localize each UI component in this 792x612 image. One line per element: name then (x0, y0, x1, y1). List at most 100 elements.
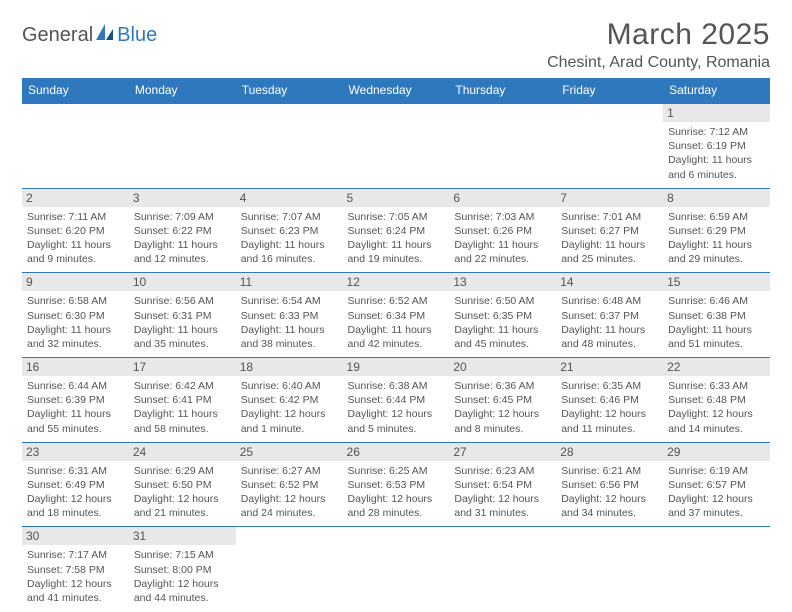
calendar-day-cell: 10Sunrise: 6:56 AMSunset: 6:31 PMDayligh… (129, 273, 236, 358)
sunrise-text: Sunrise: 6:35 AM (561, 379, 658, 393)
sunrise-text: Sunrise: 6:42 AM (134, 379, 231, 393)
day-number: 14 (556, 273, 663, 291)
sunset-text: Sunset: 6:20 PM (27, 224, 124, 238)
calendar-body: ............1Sunrise: 7:12 AMSunset: 6:1… (22, 103, 770, 611)
daylight-text: Daylight: 11 hours and 6 minutes. (668, 153, 765, 181)
sunrise-text: Sunrise: 6:21 AM (561, 464, 658, 478)
calendar-day-cell: 31Sunrise: 7:15 AMSunset: 8:00 PMDayligh… (129, 527, 236, 611)
daylight-text: Daylight: 12 hours and 28 minutes. (348, 492, 445, 520)
sunrise-text: Sunrise: 7:03 AM (454, 210, 551, 224)
sunrise-text: Sunrise: 6:23 AM (454, 464, 551, 478)
calendar-week-row: 16 Sunrise: 6:44 AMSunset: 6:39 PM Dayligh… (22, 358, 770, 443)
calendar-day-cell: .. (236, 103, 343, 188)
sunrise-text: Sunrise: 6:58 AM (27, 294, 124, 308)
sunrise-text: Sunrise: 6:56 AM (134, 294, 231, 308)
sunset-text: Sunset: 6:29 PM (668, 224, 765, 238)
daylight-text: Daylight: 12 hours and 31 minutes. (454, 492, 551, 520)
calendar-day-cell: 7Sunrise: 7:01 AMSunset: 6:27 PMDaylight… (556, 188, 663, 273)
calendar-day-cell: 28Sunrise: 6:21 AMSunset: 6:56 PMDayligh… (556, 442, 663, 527)
calendar-day-cell: 16Sunrise: 6:44 AMSunset: 6:39 PMDayligh… (22, 358, 129, 443)
sunrise-text: Sunrise: 6:52 AM (348, 294, 445, 308)
day-details: Sunrise: 6:56 AMSunset: 6:31 PMDaylight:… (134, 294, 231, 351)
sunrise-text: Sunrise: 6:59 AM (668, 210, 765, 224)
daylight-text: Daylight: 12 hours and 44 minutes. (134, 577, 231, 605)
calendar-day-cell: 19Sunrise: 6:38 AMSunset: 6:44 PMDayligh… (343, 358, 450, 443)
sunrise-text: Sunrise: 7:12 AM (668, 125, 765, 139)
sunrise-text: Sunrise: 6:31 AM (27, 464, 124, 478)
weekday-header: Tuesday (236, 78, 343, 103)
daylight-text: Daylight: 12 hours and 21 minutes. (134, 492, 231, 520)
sunrise-text: Sunrise: 7:09 AM (134, 210, 231, 224)
sunrise-text: Sunrise: 6:54 AM (241, 294, 338, 308)
logo-text-general: General (22, 24, 93, 47)
day-details: Sunrise: 6:23 AMSunset: 6:54 PMDaylight:… (454, 464, 551, 521)
sunset-text: Sunset: 6:23 PM (241, 224, 338, 238)
sunset-text: Sunset: 8:00 PM (134, 563, 231, 577)
location-text: Chesint, Arad County, Romania (547, 54, 770, 72)
title-block: March 2025 Chesint, Arad County, Romania (547, 18, 770, 72)
calendar-day-cell: .. (556, 527, 663, 611)
sunset-text: Sunset: 6:41 PM (134, 393, 231, 407)
day-details: Sunrise: 6:21 AMSunset: 6:56 PMDaylight:… (561, 464, 658, 521)
sunset-text: Sunset: 6:39 PM (27, 393, 124, 407)
header-row: General Blue March 2025 Chesint, Arad Co… (22, 18, 770, 72)
day-details: Sunrise: 6:59 AMSunset: 6:29 PMDaylight:… (668, 210, 765, 267)
daylight-text: Daylight: 12 hours and 8 minutes. (454, 407, 551, 435)
sunset-text: Sunset: 6:27 PM (561, 224, 658, 238)
day-number: 27 (449, 443, 556, 461)
sunrise-text: Sunrise: 6:46 AM (668, 294, 765, 308)
calendar-day-cell: 20Sunrise: 6:36 AMSunset: 6:45 PMDayligh… (449, 358, 556, 443)
calendar-day-cell: 9 Sunrise: 6:58 AMSunset: 6:30 PMDaylight… (22, 273, 129, 358)
sunset-text: Sunset: 6:35 PM (454, 309, 551, 323)
day-number: 4 (236, 189, 343, 207)
sunset-text: Sunset: 6:49 PM (27, 478, 124, 492)
calendar-day-cell: 13Sunrise: 6:50 AMSunset: 6:35 PMDayligh… (449, 273, 556, 358)
day-number: 1 (663, 104, 770, 122)
calendar-day-cell: 18Sunrise: 6:40 AMSunset: 6:42 PMDayligh… (236, 358, 343, 443)
sunset-text: Sunset: 6:31 PM (134, 309, 231, 323)
calendar-week-row: 2Sunrise: 7:11 AMSunset: 6:20 PMDaylight… (22, 188, 770, 273)
day-number: 5 (343, 189, 450, 207)
daylight-text: Daylight: 12 hours and 41 minutes. (27, 577, 124, 605)
calendar-day-cell: 25Sunrise: 6:27 AMSunset: 6:52 PMDayligh… (236, 442, 343, 527)
sunrise-text: Sunrise: 7:17 AM (27, 548, 124, 562)
day-details: Sunrise: 6:42 AMSunset: 6:41 PMDaylight:… (134, 379, 231, 436)
sunrise-text: Sunrise: 6:44 AM (27, 379, 124, 393)
day-number: 2 (22, 189, 129, 207)
daylight-text: Daylight: 11 hours and 48 minutes. (561, 323, 658, 351)
sunset-text: Sunset: 6:33 PM (241, 309, 338, 323)
weekday-header: Friday (556, 78, 663, 103)
sunrise-text: Sunrise: 7:01 AM (561, 210, 658, 224)
day-number: 3 (129, 189, 236, 207)
sunrise-text: Sunrise: 6:25 AM (348, 464, 445, 478)
weekday-header: Sunday (22, 78, 129, 103)
day-details: Sunrise: 6:58 AMSunset: 6:30 PMDaylight:… (27, 294, 124, 351)
day-details: Sunrise: 6:35 AMSunset: 6:46 PMDaylight:… (561, 379, 658, 436)
calendar-day-cell: .. (663, 527, 770, 611)
day-number: 18 (236, 358, 343, 376)
logo-sail-icon (93, 22, 115, 44)
logo-text-blue: Blue (117, 24, 157, 47)
calendar-day-cell: 23Sunrise: 6:31 AMSunset: 6:49 PMDayligh… (22, 442, 129, 527)
calendar-header: SundayMondayTuesdayWednesdayThursdayFrid… (22, 78, 770, 103)
calendar-day-cell: .. (343, 103, 450, 188)
daylight-text: Daylight: 11 hours and 29 minutes. (668, 238, 765, 266)
day-details: Sunrise: 6:36 AMSunset: 6:45 PMDaylight:… (454, 379, 551, 436)
calendar-day-cell: 26Sunrise: 6:25 AMSunset: 6:53 PMDayligh… (343, 442, 450, 527)
weekday-header: Saturday (663, 78, 770, 103)
day-number: 9 (22, 273, 129, 291)
calendar-day-cell: 8Sunrise: 6:59 AMSunset: 6:29 PMDaylight… (663, 188, 770, 273)
daylight-text: Daylight: 12 hours and 34 minutes. (561, 492, 658, 520)
day-details: Sunrise: 7:12 AMSunset: 6:19 PMDaylight:… (668, 125, 765, 182)
sunset-text: Sunset: 6:56 PM (561, 478, 658, 492)
daylight-text: Daylight: 11 hours and 35 minutes. (134, 323, 231, 351)
calendar-day-cell: 1 Sunrise: 7:12 AMSunset: 6:19 PMDaylight… (663, 103, 770, 188)
daylight-text: Daylight: 11 hours and 19 minutes. (348, 238, 445, 266)
logo: General Blue (22, 18, 157, 47)
sunrise-text: Sunrise: 6:19 AM (668, 464, 765, 478)
day-number: 23 (22, 443, 129, 461)
sunset-text: Sunset: 6:52 PM (241, 478, 338, 492)
day-details: Sunrise: 7:05 AMSunset: 6:24 PMDaylight:… (348, 210, 445, 267)
daylight-text: Daylight: 11 hours and 22 minutes. (454, 238, 551, 266)
day-number: 16 (22, 358, 129, 376)
